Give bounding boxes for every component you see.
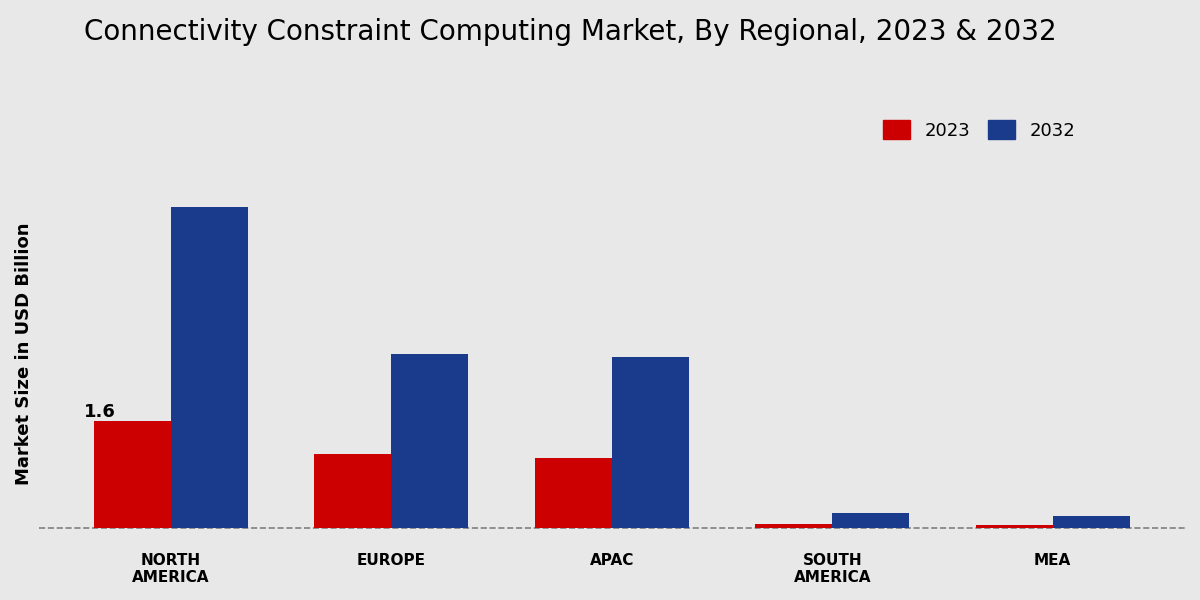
Bar bbox=[535, 458, 612, 527]
Bar bbox=[976, 525, 1052, 527]
Bar bbox=[314, 454, 391, 527]
Bar bbox=[1052, 515, 1130, 527]
Bar bbox=[833, 513, 910, 527]
Bar bbox=[755, 524, 833, 527]
Bar bbox=[391, 354, 468, 527]
Text: 1.6: 1.6 bbox=[84, 403, 115, 421]
Text: Connectivity Constraint Computing Market, By Regional, 2023 & 2032: Connectivity Constraint Computing Market… bbox=[84, 18, 1057, 46]
Bar bbox=[612, 358, 689, 527]
Legend: 2023, 2032: 2023, 2032 bbox=[874, 111, 1085, 149]
Bar bbox=[170, 207, 248, 527]
Y-axis label: Market Size in USD Billion: Market Size in USD Billion bbox=[14, 223, 32, 485]
Bar bbox=[94, 421, 170, 527]
